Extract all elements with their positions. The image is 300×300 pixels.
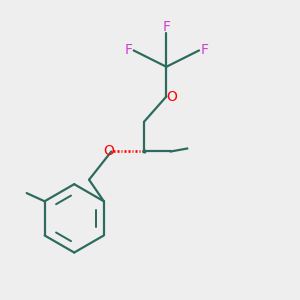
Text: F: F <box>124 44 132 57</box>
Text: O: O <box>166 89 177 103</box>
Text: F: F <box>200 44 208 57</box>
Text: F: F <box>162 20 170 34</box>
Text: O: O <box>103 145 114 158</box>
